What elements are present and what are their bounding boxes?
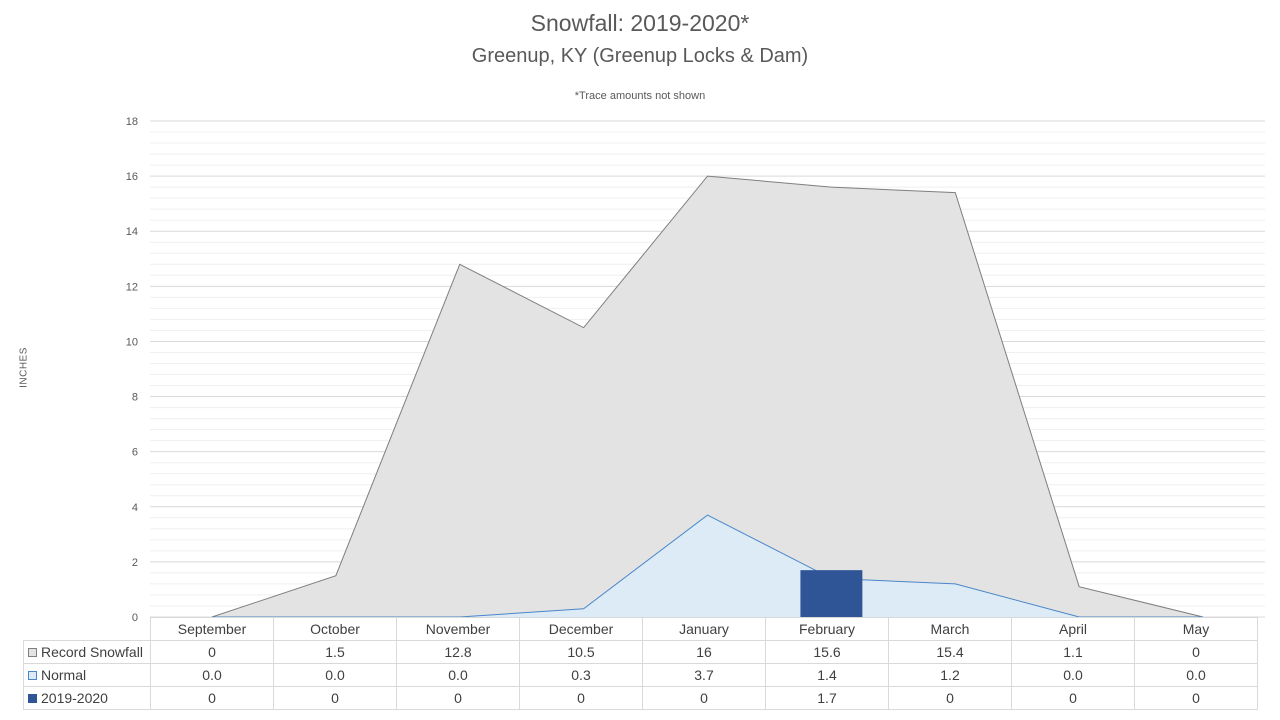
data-label: 0.0: [273, 663, 397, 687]
y-tick-label: 12: [126, 281, 138, 293]
x-tick-label: May: [1134, 617, 1258, 641]
table-corner: [23, 617, 151, 641]
data-label: 0: [1011, 686, 1135, 710]
data-label: 0.0: [1011, 663, 1135, 687]
legend-label: Normal: [41, 667, 87, 683]
data-label: 0: [150, 640, 274, 664]
legend-entry: 2019-2020: [23, 686, 151, 710]
y-tick-label: 10: [126, 336, 138, 348]
x-tick-label: April: [1011, 617, 1135, 641]
x-tick-label: February: [765, 617, 889, 641]
legend-label: Record Snowfall: [41, 644, 143, 660]
legend-swatch: [28, 648, 37, 657]
data-label: 0: [150, 686, 274, 710]
data-label: 15.4: [888, 640, 1012, 664]
x-tick-label: November: [396, 617, 520, 641]
line-record-snowfall: [211, 175, 1204, 618]
chart-note: *Trace amounts not shown: [574, 90, 706, 102]
data-label: 0: [1134, 686, 1258, 710]
x-tick-label: September: [150, 617, 274, 641]
legend-entry: Normal: [23, 663, 151, 687]
data-label: 0: [1134, 640, 1258, 664]
data-label: 1.5: [273, 640, 397, 664]
y-tick-label: 4: [132, 502, 138, 514]
data-label: 0: [396, 686, 520, 710]
chart-title: Snowfall: 2019-2020*: [530, 10, 750, 36]
data-label: 0.0: [150, 663, 274, 687]
y-tick-label: 16: [126, 171, 138, 183]
area-record-snowfall: [211, 176, 1204, 617]
area-normal: [211, 515, 1204, 617]
legend-swatch: [28, 694, 37, 703]
data-table: September October November December January F…: [23, 617, 1258, 710]
legend-entry: Record Snowfall: [23, 640, 151, 664]
x-tick-label: October: [273, 617, 397, 641]
y-tick-label: 8: [132, 392, 138, 404]
x-tick-label: December: [519, 617, 643, 641]
data-label: 16: [642, 640, 766, 664]
data-label: 0: [519, 686, 643, 710]
y-tick-label: 18: [126, 116, 138, 128]
data-label: 3.7: [642, 663, 766, 687]
table-row: Normal 0.0 0.0 0.0 0.3 3.7 1.4 1.2 0.0 0.0: [23, 663, 1258, 687]
y-tick-label: 2: [132, 557, 138, 569]
chart-subtitle: Greenup, KY (Greenup Locks & Dam): [471, 45, 809, 67]
data-label: 0.3: [519, 663, 643, 687]
y-tick-label: 6: [132, 447, 138, 459]
table-row: 2019-2020 0 0 0 0 0 1.7 0 0 0: [23, 686, 1258, 710]
x-tick-label: January: [642, 617, 766, 641]
data-label: 1.7: [765, 686, 889, 710]
data-label: 0: [273, 686, 397, 710]
table-row: Record Snowfall 0 1.5 12.8 10.5 16 15.6 15.4 1.1…: [23, 640, 1258, 664]
data-label: 0.0: [1134, 663, 1258, 687]
y-tick-label: 14: [126, 226, 138, 238]
data-label: 1.1: [1011, 640, 1135, 664]
data-label: 0: [888, 686, 1012, 710]
x-tick-label: March: [888, 617, 1012, 641]
data-label: 1.4: [765, 663, 889, 687]
data-label: 15.6: [765, 640, 889, 664]
bar-2019-2020-february: [800, 570, 863, 617]
data-label: 1.2: [888, 663, 1012, 687]
data-label: 12.8: [396, 640, 520, 664]
data-label: 0: [642, 686, 766, 710]
data-label: 0.0: [396, 663, 520, 687]
data-label: 10.5: [519, 640, 643, 664]
legend-label: 2019-2020: [41, 690, 108, 706]
legend-swatch: [28, 671, 37, 680]
